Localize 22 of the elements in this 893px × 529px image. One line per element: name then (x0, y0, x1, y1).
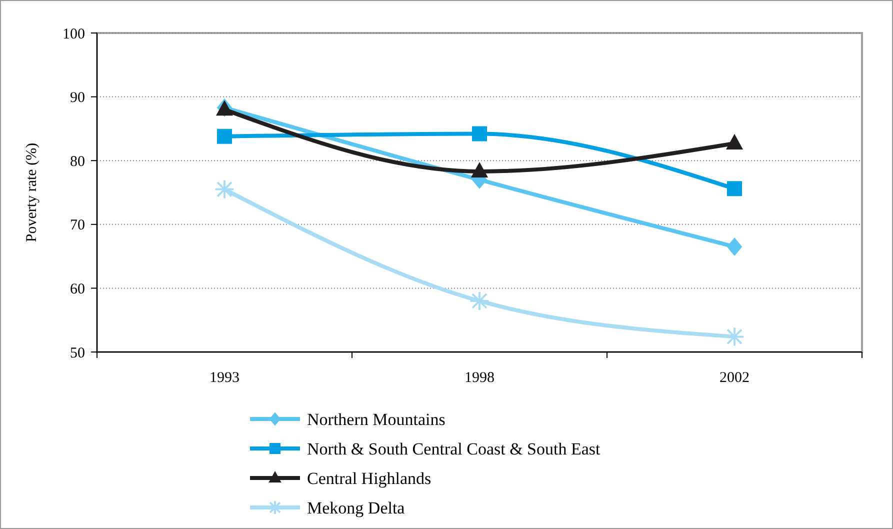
x-tick-label: 1993 (210, 370, 240, 386)
y-tick-label: 70 (70, 218, 85, 234)
legend-label: Central Highlands (307, 468, 432, 488)
point (727, 181, 742, 196)
x-tick-label: 1998 (464, 370, 494, 386)
point (471, 162, 488, 178)
x-tick-label: 2002 (720, 370, 750, 386)
y-tick-label: 80 (70, 154, 85, 170)
legend-label: Mekong Delta (307, 498, 406, 518)
point (727, 238, 742, 256)
y-tick-label: 100 (62, 26, 85, 42)
point (214, 179, 235, 200)
point (726, 134, 743, 150)
point (472, 126, 487, 142)
y-tick-label: 90 (70, 90, 85, 106)
y-axis-title: Poverty rate (%) (24, 142, 40, 242)
legend-label: Northern Mountains (307, 410, 446, 429)
y-tick-label: 50 (70, 345, 85, 362)
y-tick-label: 60 (70, 281, 85, 298)
point (469, 290, 490, 312)
point (217, 128, 232, 144)
legend-label: North & South Central Coast & South East (307, 439, 601, 458)
